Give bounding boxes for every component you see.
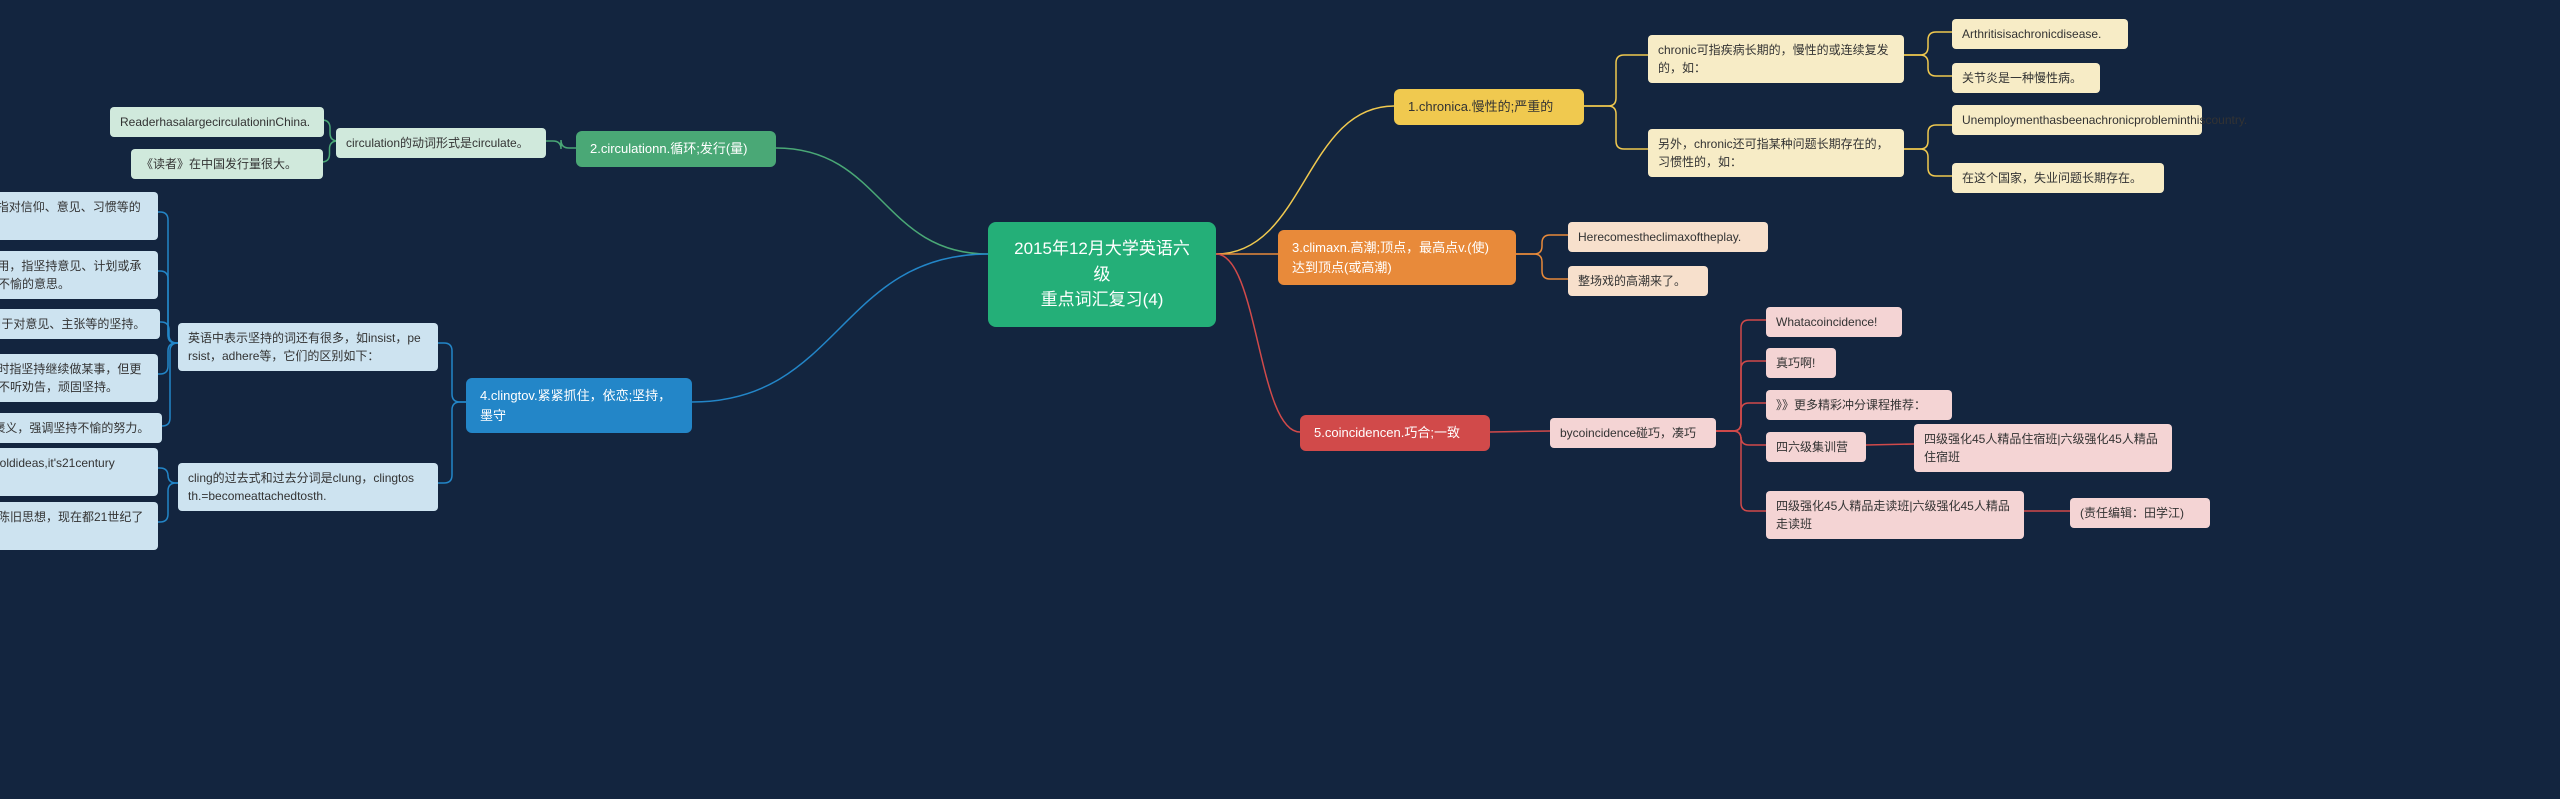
branch-b1: 1.chronica.慢性的;严重的 (1394, 89, 1584, 125)
leaf-b1-1-1: 关节炎是一种慢性病。 (1952, 63, 2100, 93)
leaf-b4-0-0: 英语中表示坚持的词还有很多，如insist，persist，adhere等，它们… (178, 323, 438, 371)
branch-b4: 4.clingtov.紧紧抓住，依恋;坚持，墨守 (466, 378, 692, 433)
leaf-b1-1-1: 在这个国家，失业问题长期存在。 (1952, 163, 2164, 193)
leaf-b4-1-0: Don'tclingtoyouroldideas,it's21centuryno… (0, 448, 158, 496)
leaf-b4-1-0: cling与to连用，指对信仰、意见、习惯等的坚持。 (0, 192, 158, 240)
leaf-b4-1-1: adhere也与to连用，指坚持意见、计划或承诺等，含有坚持不愉的意思。 (0, 251, 158, 299)
branch-b3: 3.climaxn.高潮;顶点，最高点v.(使)达到顶点(或高潮) (1278, 230, 1516, 285)
leaf-b2-0-0: circulation的动词形式是circulate。 (336, 128, 546, 158)
root-node: 2015年12月大学英语六级重点词汇复习(4) (988, 222, 1216, 327)
leaf-b4-1-2: insist通常用于对意见、主张等的坚持。 (0, 309, 160, 339)
leaf-b1-1-0: Unemploymenthasbeenachronicprobleminthis… (1952, 105, 2202, 135)
leaf-b5-1-1: 真巧啊! (1766, 348, 1836, 378)
leaf-b3-0-1: 整场戏的高潮来了。 (1568, 266, 1708, 296)
leaf-b5-2-0: 四级强化45人精品住宿班|六级强化45人精品住宿班 (1914, 424, 2172, 472)
leaf-b5-2-0: (责任编辑：田学江) (2070, 498, 2210, 528)
leaf-b5-1-0: Whatacoincidence! (1766, 307, 1902, 337)
leaf-b2-1-0: ReaderhasalargecirculationinChina. (110, 107, 324, 137)
leaf-b5-1-4: 四级强化45人精品走读班|六级强化45人精品走读班 (1766, 491, 2024, 539)
leaf-b5-1-3: 四六级集训营 (1766, 432, 1866, 462)
branch-b5: 5.coincidencen.巧合;一致 (1300, 415, 1490, 451)
leaf-b5-1-2: 》》更多精彩冲分课程推荐： (1766, 390, 1952, 420)
leaf-b1-0-1: 另外，chronic还可指某种问题长期存在的，习惯性的，如： (1648, 129, 1904, 177)
leaf-b4-1-4: persevere含褒义，强调坚持不愉的努力。 (0, 413, 162, 443)
leaf-b4-1-1: 别老是守着你的陈旧思想，现在都21世纪了。 (0, 502, 158, 550)
leaf-b1-0-0: chronic可指疾病长期的，慢性的或连续复发的，如： (1648, 35, 1904, 83)
leaf-b1-1-0: Arthritisisachronicdisease. (1952, 19, 2128, 49)
leaf-b3-0-0: Herecomestheclimaxoftheplay. (1568, 222, 1768, 252)
leaf-b5-0-0: bycoincidence碰巧，凑巧 (1550, 418, 1716, 448)
leaf-b4-0-1: cling的过去式和过去分词是clung，clingtosth.=becomea… (178, 463, 438, 511)
leaf-b4-1-3: persist用于褒义时指坚持继续做某事，但更常用于贬义，指不听劝告，顽固坚持。 (0, 354, 158, 402)
leaf-b2-1-1: 《读者》在中国发行量很大。 (131, 149, 323, 179)
branch-b2: 2.circulationn.循环;发行(量) (576, 131, 776, 167)
